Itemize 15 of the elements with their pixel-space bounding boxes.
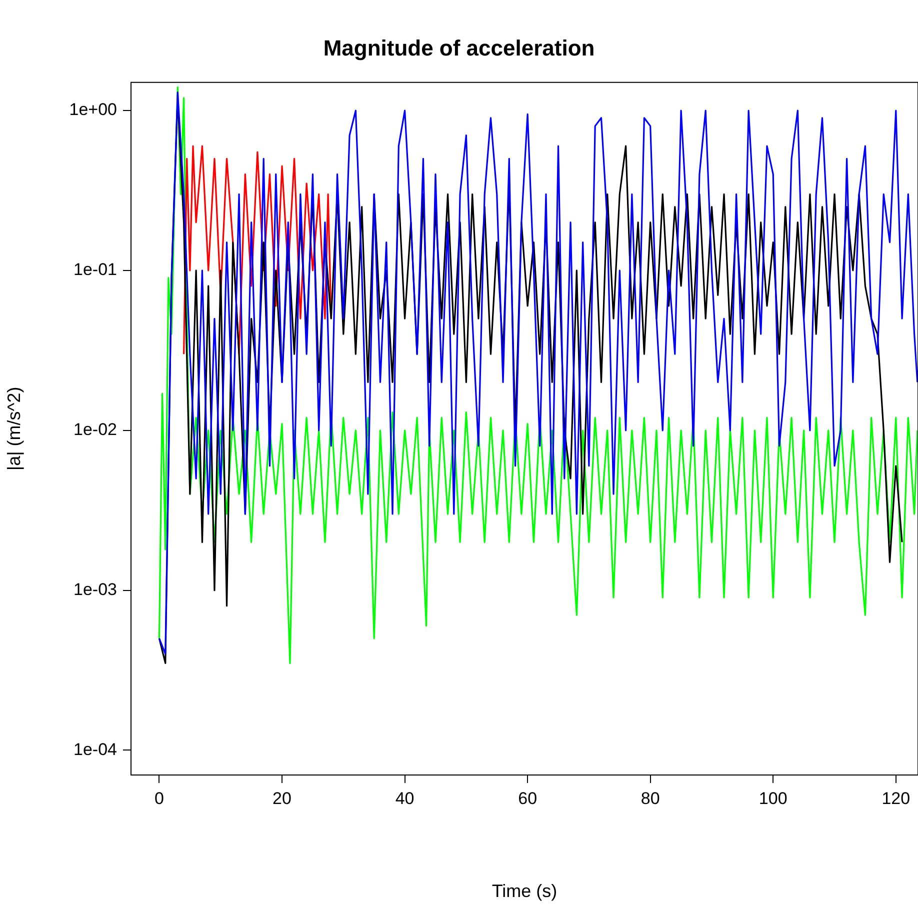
chart-title: Magnitude of acceleration — [323, 35, 595, 60]
x-axis-title: Time (s) — [492, 881, 558, 902]
x-tick-label: 60 — [518, 788, 538, 808]
y-axis-title: |a| (m/s^2) — [4, 386, 24, 471]
y-tick-label: 1e-03 — [74, 580, 117, 599]
x-tick-label: 80 — [640, 788, 660, 808]
x-tick-label: 100 — [758, 788, 788, 808]
y-tick-label: 1e-01 — [74, 260, 117, 280]
x-tick-label: 0 — [154, 788, 164, 808]
y-tick-label: 1e-02 — [74, 420, 117, 440]
x-tick-label: 20 — [272, 788, 292, 808]
x-tick-label: 120 — [882, 788, 910, 808]
x-tick-label: 40 — [395, 788, 414, 808]
y-tick-label: 1e-04 — [74, 740, 117, 759]
y-tick-label: 1e+00 — [69, 100, 117, 120]
